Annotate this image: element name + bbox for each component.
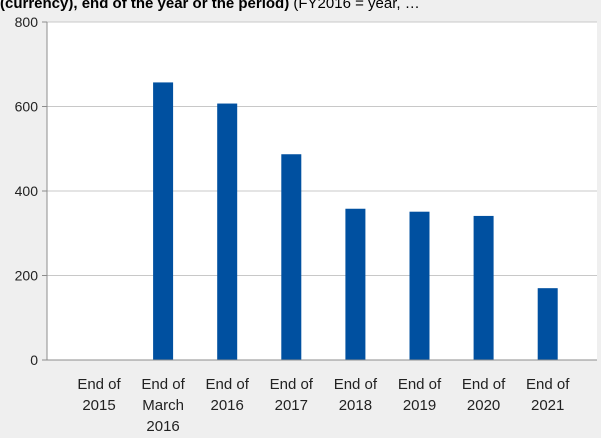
- bar-5: [409, 211, 430, 360]
- bar-7: [537, 288, 558, 360]
- chart-title-bold: (currency), end of the year or the perio…: [0, 0, 289, 12]
- x-tick-label-1: End of March 2016: [141, 376, 185, 433]
- y-tick-label-0: 0: [30, 352, 38, 368]
- x-tick-label-7: End of 2021: [526, 376, 570, 414]
- y-tick-labels: 0 200 400 600 800: [15, 14, 39, 368]
- x-tick-labels: End of 2015 End of March 2016 End of 2016 End o…: [77, 376, 570, 435]
- y-tick-label-400: 400: [15, 183, 39, 199]
- axes: [42, 21, 597, 361]
- x-tick-label-2: End of 2016: [206, 376, 250, 414]
- y-tick-label-200: 200: [15, 268, 39, 284]
- chart-title: (currency), end of the year or the perio…: [0, 0, 420, 12]
- y-tick-label-800: 800: [15, 14, 39, 30]
- x-tick-label-6: End of 2020: [462, 376, 506, 414]
- bar-2: [217, 103, 238, 360]
- bar-4: [345, 208, 366, 360]
- y-tick-label-600: 600: [15, 99, 39, 115]
- bars: [153, 82, 558, 360]
- x-tick-label-4: End of 2018: [334, 376, 378, 414]
- gridlines: [47, 21, 597, 276]
- bar-6: [473, 215, 494, 360]
- bar-1: [153, 82, 174, 360]
- chart-title-normal: (FY2016 = year, …: [289, 0, 419, 12]
- x-tick-label-5: End of 2019: [398, 376, 442, 414]
- x-tick-label-0: End of 2015: [77, 376, 121, 414]
- bar-3: [281, 154, 302, 360]
- x-tick-label-3: End of 2017: [270, 376, 314, 414]
